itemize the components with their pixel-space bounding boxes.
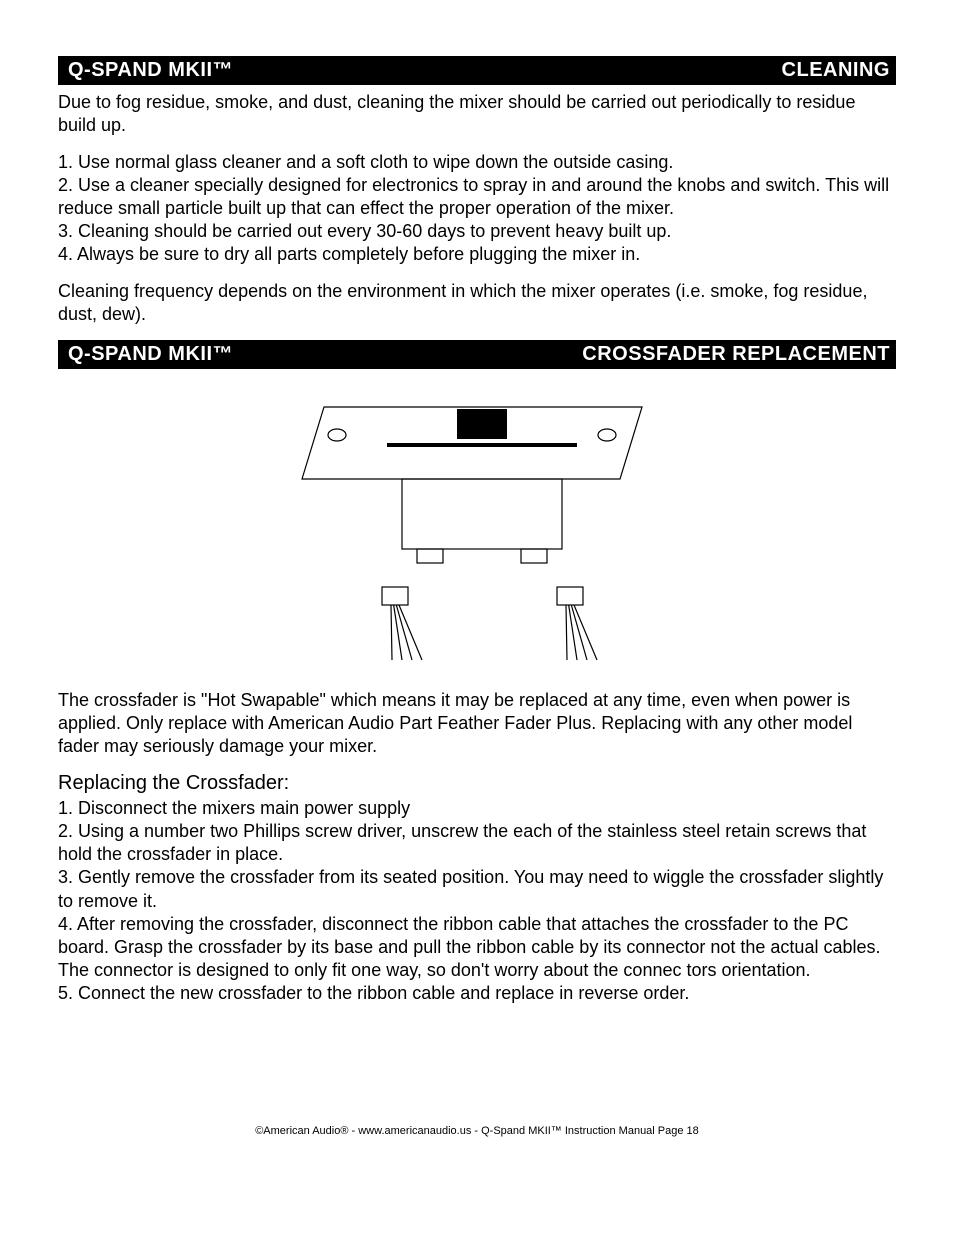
list-item: 2. Use a cleaner specially designed for … (58, 174, 896, 220)
page-footer: ©American Audio® - www.americanaudio.us … (58, 1125, 896, 1137)
section-bar-left: Q-SPAND MKII™ (68, 343, 233, 366)
crossfader-svg (287, 387, 667, 667)
crossfader-steps: 1. Disconnect the mixers main power supp… (58, 797, 896, 1004)
manual-page: Q-SPAND MKII™ CLEANING Due to fog residu… (0, 0, 954, 1177)
section-bar-right: CLEANING (782, 59, 890, 82)
crossfader-intro: The crossfader is "Hot Swapable" which m… (58, 689, 896, 758)
crossfader-diagram (58, 387, 896, 667)
list-item: 1. Disconnect the mixers main power supp… (58, 797, 896, 820)
section-bar-crossfader: Q-SPAND MKII™ CROSSFADER REPLACEMENT (58, 340, 896, 369)
list-item: 3. Gently remove the crossfader from its… (58, 866, 896, 912)
section-bar-cleaning: Q-SPAND MKII™ CLEANING (58, 56, 896, 85)
list-item: 1. Use normal glass cleaner and a soft c… (58, 151, 896, 174)
cleaning-steps: 1. Use normal glass cleaner and a soft c… (58, 151, 896, 266)
cleaning-intro: Due to fog residue, smoke, and dust, cle… (58, 91, 896, 137)
list-item: 2. Using a number two Phillips screw dri… (58, 820, 896, 866)
crossfader-subhead: Replacing the Crossfader: (58, 772, 896, 795)
list-item: 3. Cleaning should be carried out every … (58, 220, 896, 243)
list-item: 5. Connect the new crossfader to the rib… (58, 982, 896, 1005)
section-bar-left: Q-SPAND MKII™ (68, 59, 233, 82)
section-bar-right: CROSSFADER REPLACEMENT (582, 343, 890, 366)
list-item: 4. Always be sure to dry all parts compl… (58, 243, 896, 266)
list-item: 4. After removing the crossfader, discon… (58, 913, 896, 982)
cleaning-note: Cleaning frequency depends on the enviro… (58, 280, 896, 326)
